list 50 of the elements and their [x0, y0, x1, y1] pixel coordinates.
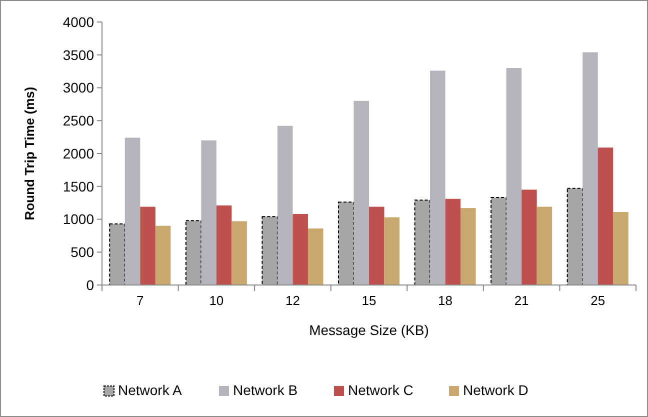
legend-label: Network C: [348, 382, 414, 398]
bar: [140, 206, 156, 285]
x-tick-label: 12: [285, 293, 300, 308]
bar: [566, 188, 584, 286]
y-tick-label: 4000: [62, 14, 94, 30]
x-tick-label: 21: [514, 293, 529, 308]
bar: [185, 220, 202, 286]
bar: [308, 228, 324, 285]
bar: [430, 70, 446, 285]
bar: [109, 223, 126, 286]
y-tick-label: 1500: [62, 178, 94, 194]
bar: [155, 226, 171, 285]
x-axis-title: Message Size (KB): [309, 322, 429, 338]
bar: [445, 198, 461, 285]
y-tick-label: 0: [86, 276, 94, 293]
bar: [582, 52, 598, 285]
y-axis-title: Round Trip Time (ms): [22, 86, 37, 220]
bar: [598, 148, 614, 285]
bar: [384, 217, 400, 285]
bar: [490, 197, 507, 286]
x-tick-label: 7: [136, 293, 144, 308]
bar: [216, 205, 232, 285]
bar: [414, 200, 431, 286]
bar: [262, 216, 278, 286]
y-tick-label: 2500: [62, 112, 94, 129]
x-tick-label: 25: [590, 293, 606, 308]
legend-label: Network B: [233, 382, 298, 398]
bar: [338, 202, 354, 286]
bar: [460, 208, 476, 285]
y-tick-label: 1000: [62, 211, 94, 228]
bar: [201, 140, 216, 285]
y-tick-label: 500: [70, 244, 94, 260]
bar: [522, 190, 537, 285]
bar: [506, 68, 522, 285]
y-tick-label: 3000: [62, 80, 94, 96]
bar: [536, 206, 552, 285]
bar: [292, 214, 308, 285]
bar: [277, 126, 293, 285]
x-tick-label: 18: [438, 293, 453, 308]
y-tick-label: 2000: [62, 145, 94, 162]
y-tick-label: 3500: [62, 46, 94, 63]
legend-label: Network D: [463, 382, 528, 398]
x-tick-label: 10: [209, 293, 224, 308]
bar: [369, 206, 384, 285]
x-tick-label: 15: [362, 293, 376, 308]
legend-label: Network A: [118, 382, 182, 398]
bar: [613, 212, 628, 285]
bar: [124, 138, 140, 285]
bar: [354, 100, 369, 285]
bar: [232, 221, 247, 285]
